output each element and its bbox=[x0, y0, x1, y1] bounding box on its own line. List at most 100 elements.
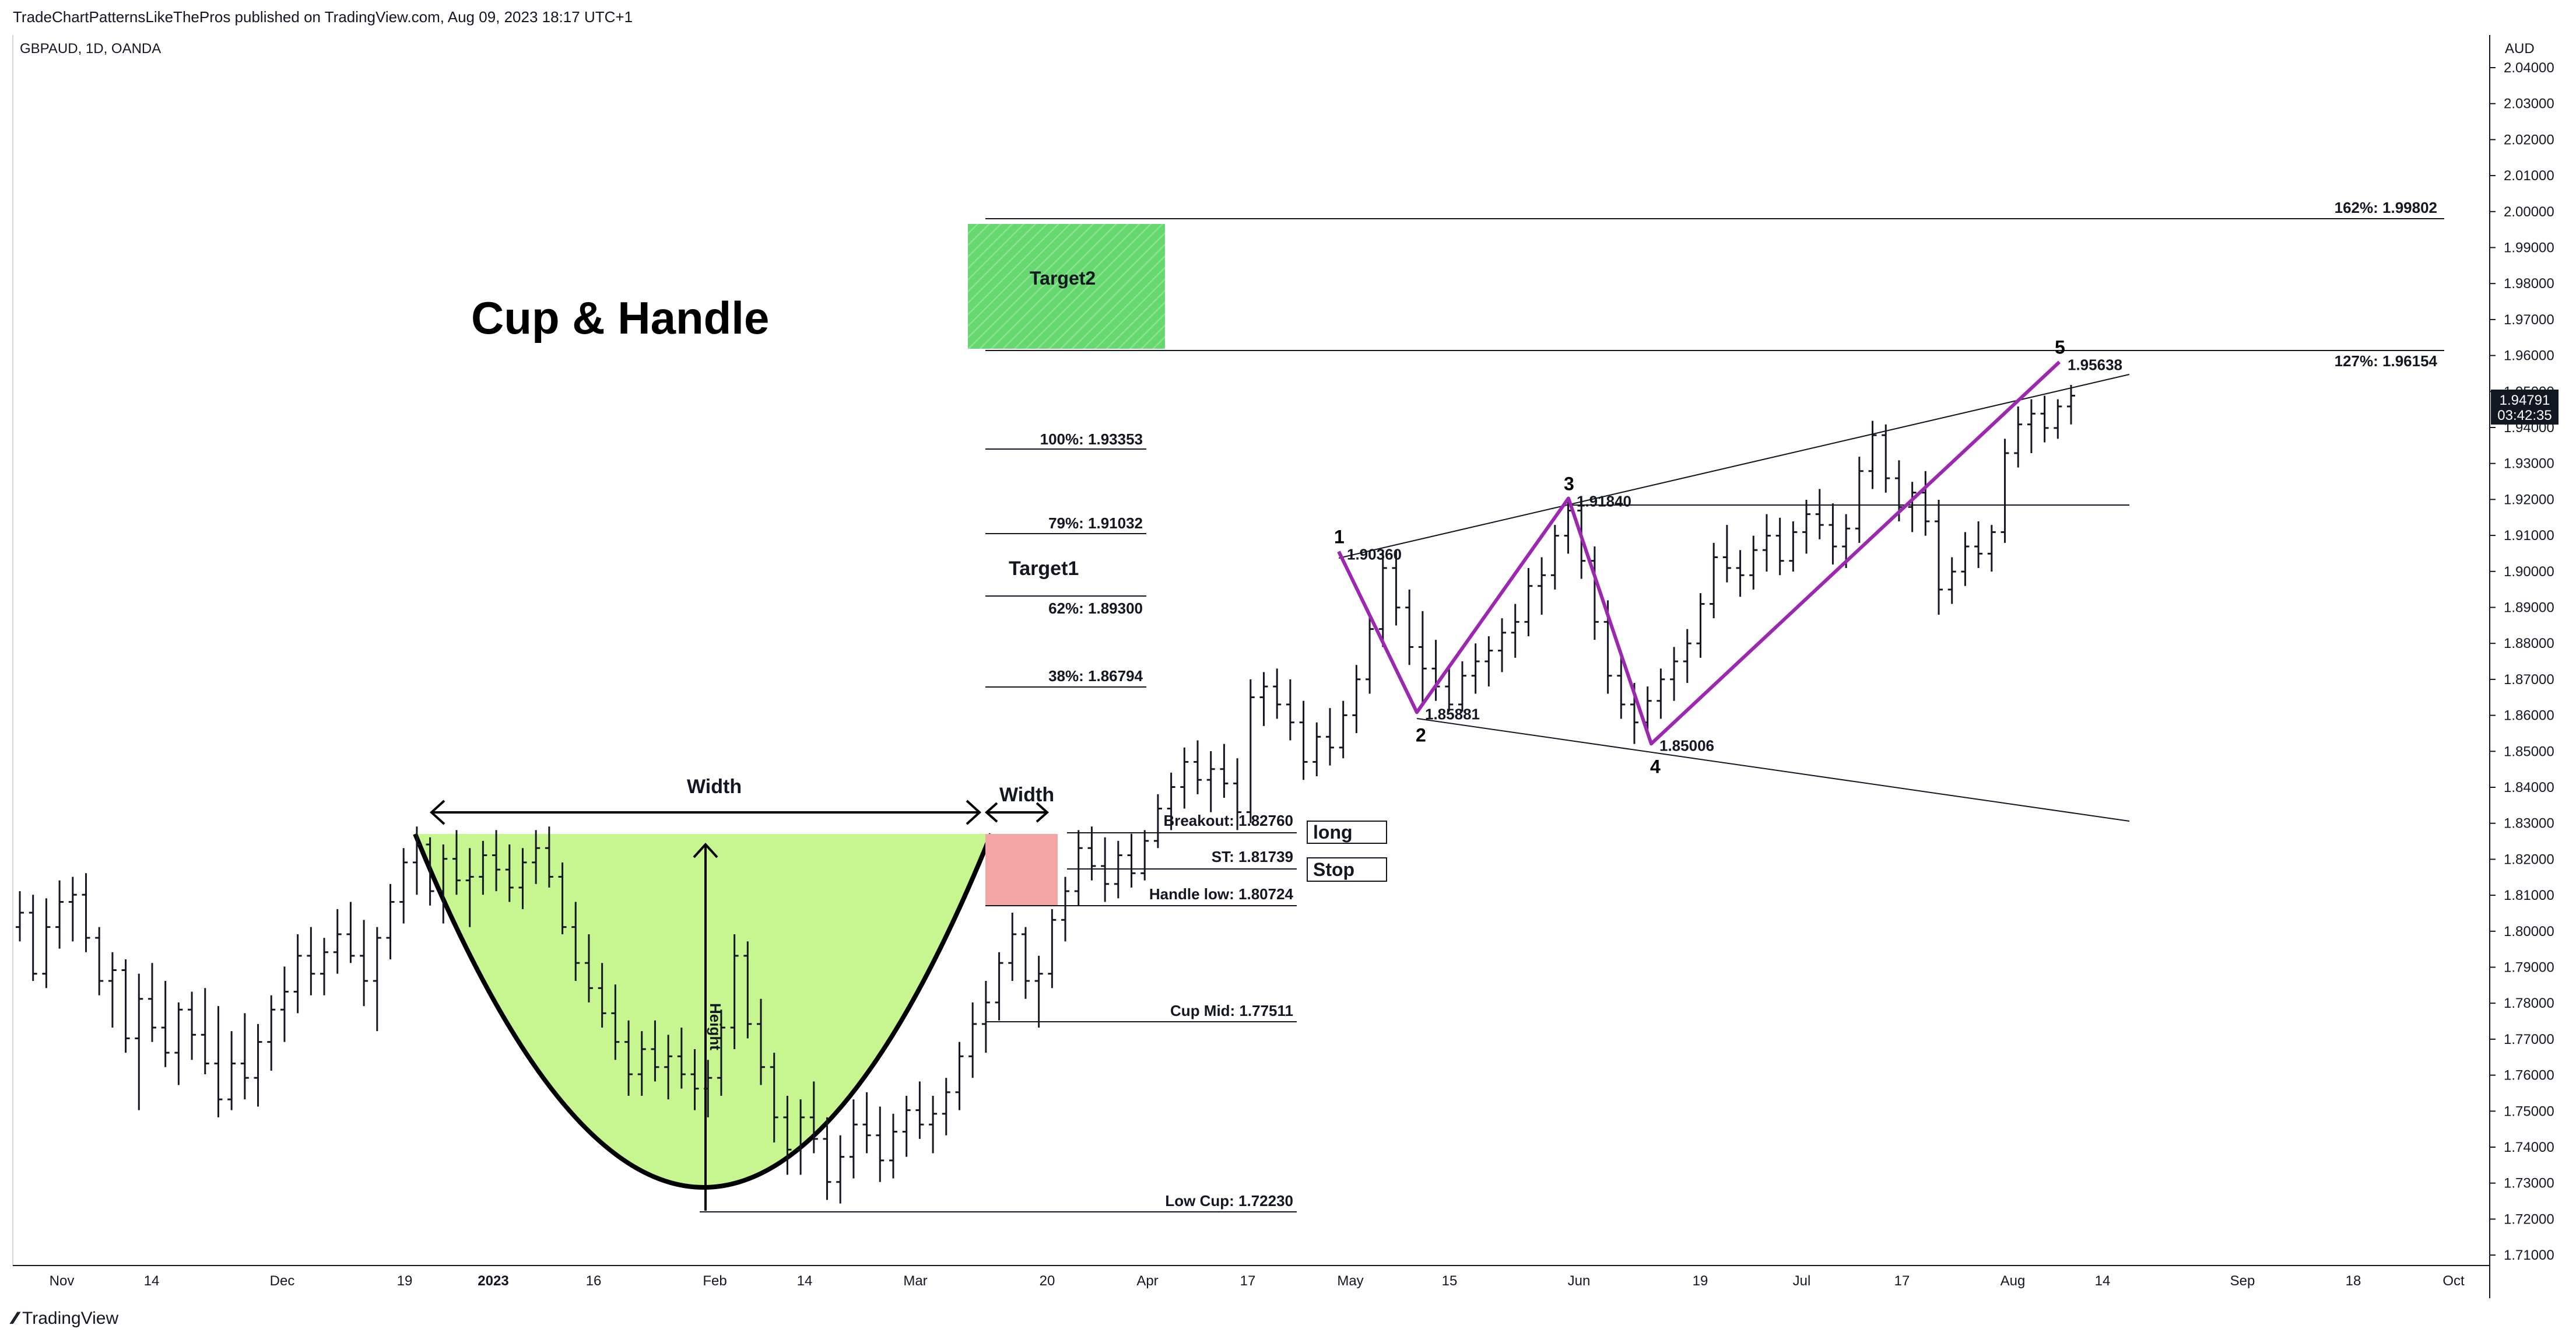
level-label-62: 62%: 1.89300 bbox=[1048, 600, 1143, 617]
handle-box[interactable] bbox=[985, 834, 1058, 905]
level-label-162: 162%: 1.99802 bbox=[2335, 199, 2437, 216]
ohlc-bar bbox=[426, 837, 434, 906]
price-tick-label: 1.88000 bbox=[2504, 636, 2554, 651]
ohlc-bar bbox=[1087, 826, 1096, 881]
time-tick-label: Dec bbox=[270, 1273, 295, 1289]
ohlc-bar bbox=[1683, 629, 1691, 683]
ohlc-bar bbox=[770, 1053, 778, 1143]
price-tick-label: 1.83000 bbox=[2504, 816, 2554, 832]
ohlc-bar bbox=[254, 1023, 262, 1107]
ohlc-bar bbox=[1670, 647, 1679, 701]
ohlc-bar bbox=[757, 998, 766, 1085]
time-tick-label: Sep bbox=[2230, 1273, 2255, 1289]
ohlc-bar bbox=[836, 1135, 845, 1204]
level-label-cup-mid: Cup Mid: 1.77511 bbox=[1170, 1002, 1293, 1019]
ohlc-bar bbox=[333, 909, 342, 974]
cup-height-arrow[interactable] bbox=[693, 843, 718, 1211]
ohlc-bar bbox=[730, 934, 739, 1049]
symbol-line[interactable]: GBPAUD, 1D, OANDA bbox=[20, 41, 162, 57]
stop-box[interactable] bbox=[1307, 857, 1387, 882]
ohlc-bar bbox=[399, 848, 408, 924]
time-axis[interactable]: Nov 14 Dec 19 2023 16 Feb 14 Mar 20 Apr 17 May 15 Jun 1… bbox=[50, 1273, 2465, 1289]
ohlc-bar bbox=[1749, 535, 1758, 590]
ohlc-bar bbox=[849, 1099, 858, 1179]
level-label-handle-low: Handle low: 1.80724 bbox=[1149, 885, 1294, 903]
time-tick-label: 17 bbox=[1894, 1273, 1910, 1289]
ohlc-bar bbox=[161, 980, 170, 1067]
level-label-st: ST: 1.81739 bbox=[1212, 848, 1293, 865]
ohlc-bar bbox=[1736, 550, 1745, 597]
ohlc-bar bbox=[1656, 668, 1665, 719]
price-tick-label: 1.84000 bbox=[2504, 780, 2554, 795]
ohlc-bar bbox=[889, 1113, 897, 1179]
ohlc-bar bbox=[862, 1092, 871, 1154]
target2-label: Target2 bbox=[1030, 268, 1096, 289]
time-tick-label: Nov bbox=[50, 1273, 75, 1289]
ohlc-bars bbox=[16, 385, 2075, 1204]
ohlc-bar bbox=[1259, 672, 1268, 726]
level-label-100: 100%: 1.93353 bbox=[1040, 430, 1143, 448]
ohlc-bar bbox=[2040, 395, 2049, 443]
ohlc-bar bbox=[1868, 420, 1877, 489]
wedge-upper-line[interactable] bbox=[1338, 374, 2130, 559]
ohlc-bar bbox=[1392, 550, 1401, 626]
ohlc-bar bbox=[1974, 521, 1983, 568]
ohlc-bar bbox=[439, 844, 448, 924]
chart-title: Cup & Handle bbox=[471, 292, 769, 343]
wave-labels: 11.90360 21.85881 31.91840 4 1.85006 51.95638 bbox=[1334, 337, 2122, 777]
ohlc-bar bbox=[1034, 955, 1043, 1028]
time-tick-label: 20 bbox=[1040, 1273, 1055, 1289]
ohlc-bar bbox=[545, 826, 553, 888]
price-tick-label: 1.96000 bbox=[2504, 348, 2554, 364]
price-tick-label: 1.75000 bbox=[2504, 1103, 2554, 1119]
ohlc-bar bbox=[465, 848, 474, 927]
target2-box[interactable] bbox=[968, 224, 1165, 349]
ohlc-bar bbox=[42, 898, 51, 989]
ohlc-bar bbox=[1842, 514, 1851, 568]
time-tick-label: 14 bbox=[797, 1273, 813, 1289]
cup-width-arrow[interactable] bbox=[430, 800, 981, 825]
cup-curve[interactable] bbox=[413, 833, 994, 1190]
ohlc-bar bbox=[809, 1081, 818, 1154]
time-tick-label: Jun bbox=[1568, 1273, 1591, 1289]
price-tick-label: 1.76000 bbox=[2504, 1068, 2554, 1084]
last-price-badge[interactable] bbox=[2491, 390, 2559, 425]
ohlc-bar bbox=[783, 1095, 792, 1175]
ohlc-bar bbox=[307, 927, 315, 996]
ohlc-bar bbox=[1961, 532, 1970, 586]
price-tick-label: 1.86000 bbox=[2504, 708, 2554, 724]
price-tick-label: 1.93000 bbox=[2504, 456, 2554, 472]
ohlc-bar bbox=[1114, 840, 1122, 899]
wave-lines[interactable] bbox=[1337, 360, 2061, 746]
ohlc-bar bbox=[1445, 668, 1454, 712]
ohlc-bar bbox=[1935, 500, 1943, 615]
cup-width-label: Width bbox=[687, 776, 742, 798]
price-tick-label: 1.92000 bbox=[2504, 492, 2554, 507]
long-box[interactable] bbox=[1307, 821, 1387, 844]
ohlc-bar bbox=[532, 830, 541, 884]
ohlc-bar bbox=[214, 1006, 223, 1117]
price-tick-label: 1.85000 bbox=[2504, 744, 2554, 759]
ohlc-bar bbox=[1947, 557, 1956, 604]
ohlc-bar bbox=[188, 991, 196, 1060]
ohlc-bar bbox=[1418, 611, 1427, 704]
ohlc-bar bbox=[360, 920, 368, 1007]
ohlc-bar bbox=[1101, 837, 1110, 902]
ohlc-bar bbox=[1762, 514, 1771, 572]
wedge-lower-line[interactable] bbox=[1416, 718, 2130, 822]
ohlc-bar bbox=[651, 1020, 659, 1082]
level-label-127: 127%: 1.96154 bbox=[2335, 352, 2438, 370]
ohlc-bar bbox=[16, 891, 24, 942]
ohlc-bar bbox=[1855, 457, 1863, 543]
price-axis[interactable]: 1.71000 1.72000 1.73000 1.74000 1.75000 1.760… bbox=[2490, 60, 2554, 1263]
handle-width-arrow[interactable] bbox=[984, 802, 1050, 823]
tradingview-footer[interactable]: ⁄⁄ TradingView bbox=[13, 1309, 118, 1329]
time-tick-label: Jul bbox=[1793, 1273, 1811, 1289]
time-tick-label: Oct bbox=[2442, 1273, 2465, 1289]
ohlc-bar bbox=[29, 895, 37, 981]
ohlc-bar bbox=[452, 830, 461, 895]
ohlc-bar bbox=[1220, 744, 1229, 798]
ohlc-bar bbox=[1167, 772, 1175, 830]
time-tick-label: 16 bbox=[586, 1273, 602, 1289]
